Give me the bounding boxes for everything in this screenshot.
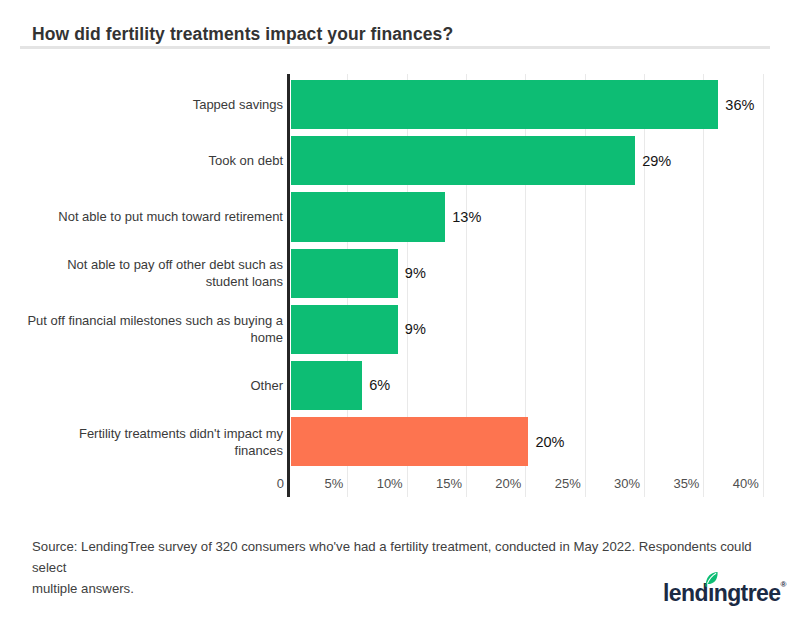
gridline: [703, 74, 704, 497]
bar: [291, 361, 362, 410]
x-tick-label: 35%: [673, 476, 699, 491]
lendingtree-logo: lendıngtree®: [663, 580, 786, 612]
bar: [291, 305, 398, 354]
bar: [291, 249, 398, 298]
logo-text-post: ngtree: [714, 580, 781, 606]
x-tick-label: 15%: [436, 476, 462, 491]
bar-value-label: 13%: [452, 192, 481, 241]
bar: [291, 192, 445, 241]
x-tick-label: 40%: [733, 476, 759, 491]
x-tick-label: 30%: [614, 476, 640, 491]
bar: [291, 80, 718, 129]
bar-value-label: 9%: [405, 305, 426, 354]
category-label: Not able to pay off other debt such as s…: [7, 249, 283, 298]
bar-value-label: 29%: [642, 136, 671, 185]
category-label: Fertility treatments didn't impact my fi…: [7, 417, 283, 466]
category-label: Tapped savings: [7, 80, 283, 129]
x-tick-label: 0: [277, 476, 284, 491]
x-axis-line: [287, 74, 290, 497]
bar-value-label: 9%: [405, 249, 426, 298]
bar-value-label: 20%: [535, 417, 564, 466]
category-label: Other: [7, 361, 283, 410]
category-label: Put off financial milestones such as buy…: [7, 305, 283, 354]
x-tick-label: 10%: [377, 476, 403, 491]
bar-chart: Tapped savings 36% Took on debt 29% Not able…: [0, 0, 800, 620]
logo-text-pre: lend: [663, 580, 708, 606]
bar: [291, 417, 528, 466]
registered-mark: ®: [780, 580, 786, 589]
x-tick-label: 25%: [555, 476, 581, 491]
gridline: [763, 74, 764, 497]
bar: [291, 136, 635, 185]
x-tick-label: 20%: [495, 476, 521, 491]
bar-value-label: 6%: [369, 361, 390, 410]
category-label: Took on debt: [7, 136, 283, 185]
leaf-icon: [703, 571, 719, 587]
x-tick-label: 5%: [325, 476, 344, 491]
category-label: Not able to put much toward retirement: [7, 192, 283, 241]
bar-value-label: 36%: [725, 80, 754, 129]
